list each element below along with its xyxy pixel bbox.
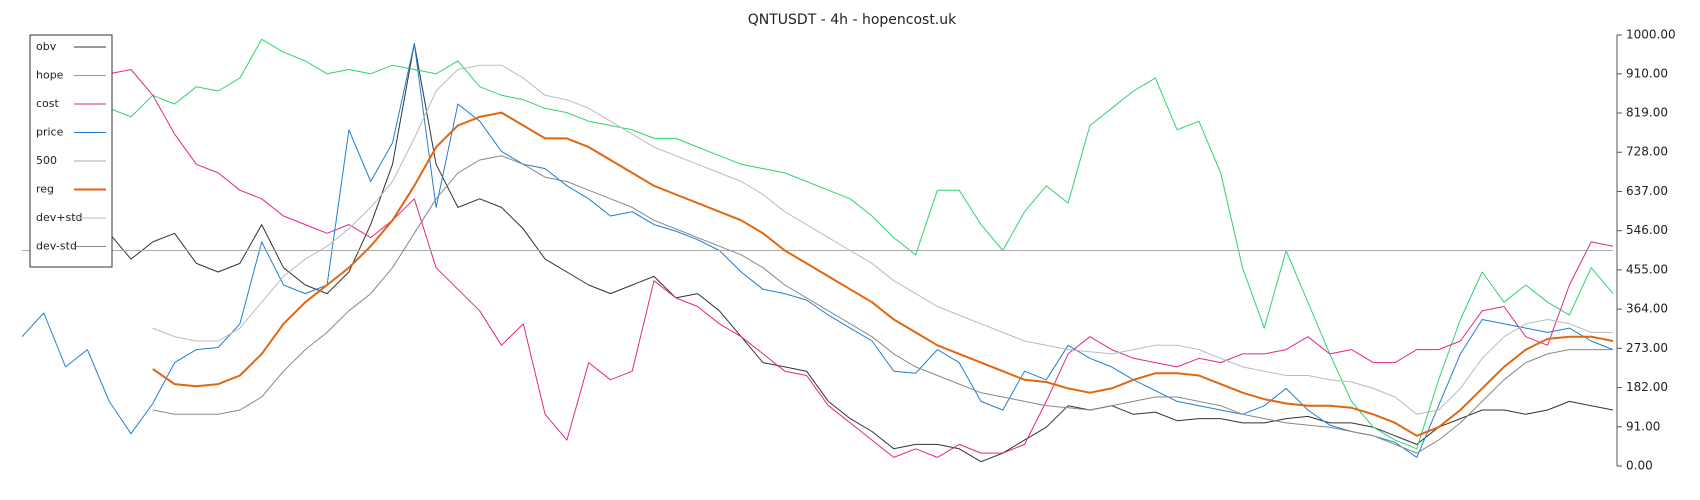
series-line [108, 43, 1614, 463]
legend-label: 500 [36, 154, 57, 167]
y-tick-label: 91.00 [1626, 419, 1660, 433]
y-tick-label: 819.00 [1626, 106, 1668, 120]
y-tick-label: 0.00 [1626, 459, 1653, 473]
legend-label: obv [36, 40, 57, 53]
y-tick-label: 637.00 [1626, 184, 1668, 198]
y-tick-label: 546.00 [1626, 223, 1668, 237]
y-tick-label: 455.00 [1626, 262, 1668, 276]
legend-label: reg [36, 183, 54, 196]
legend-label: cost [36, 97, 60, 110]
y-tick-label: 182.00 [1626, 380, 1668, 394]
y-tick-label: 273.00 [1626, 341, 1668, 355]
y-tick-label: 910.00 [1626, 66, 1668, 80]
y-tick-label: 1000.00 [1626, 28, 1676, 42]
chart-title: QNTUSDT - 4h - hopencost.uk [748, 12, 957, 28]
series-line [109, 69, 1614, 458]
y-tick-label: 364.00 [1626, 302, 1668, 316]
legend-box [29, 34, 113, 268]
series-line [152, 64, 1613, 415]
legend-label: price [36, 126, 64, 139]
series-line [109, 38, 1614, 450]
series-line [152, 111, 1614, 437]
legend: obv hope cost price 500 reg dev+std dev-std [29, 34, 113, 268]
y-tick-label: 728.00 [1626, 145, 1668, 159]
legend-label: dev-std [36, 240, 77, 253]
legend-label: hope [36, 69, 64, 82]
legend-label: dev+std [36, 211, 83, 224]
series-line [152, 155, 1613, 454]
